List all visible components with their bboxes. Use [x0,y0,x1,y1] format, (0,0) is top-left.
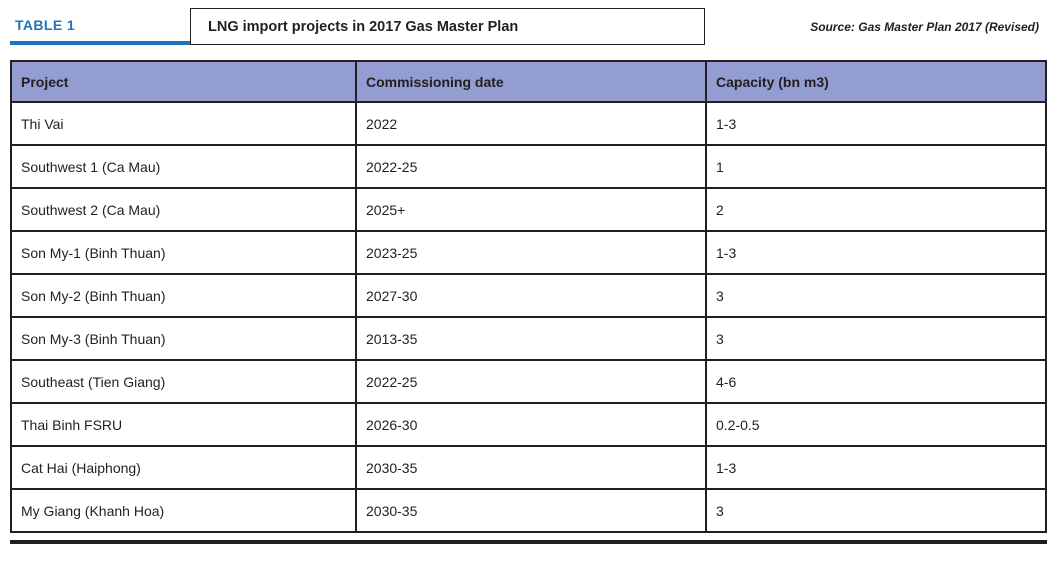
figure-header: TABLE 1 LNG import projects in 2017 Gas … [10,8,1047,45]
table-label: TABLE 1 [10,8,190,45]
table-cell: My Giang (Khanh Hoa) [10,488,357,533]
table-cell: 3 [705,316,1047,361]
column-header-project: Project [10,60,357,103]
column-header-capacity: Capacity (bn m3) [705,60,1047,103]
table-cell: 2022-25 [355,144,707,189]
column-header-commissioning-date: Commissioning date [355,60,707,103]
table-cell: Thi Vai [10,101,357,146]
table-row: Thai Binh FSRU 2026-30 0.2-0.5 [10,402,1047,447]
table-row: Southeast (Tien Giang) 2022-25 4-6 [10,359,1047,404]
table-row: My Giang (Khanh Hoa) 2030-35 3 [10,488,1047,533]
table-cell: Son My-3 (Binh Thuan) [10,316,357,361]
table-cell: 2030-35 [355,488,707,533]
table-cell: 2 [705,187,1047,232]
table-cell: 2022-25 [355,359,707,404]
source-note: Source: Gas Master Plan 2017 (Revised) [810,19,1039,34]
table-cell: Son My-2 (Binh Thuan) [10,273,357,318]
table-row: Son My-2 (Binh Thuan) 2027-30 3 [10,273,1047,318]
table-cell: Southwest 1 (Ca Mau) [10,144,357,189]
table-cell: 2026-30 [355,402,707,447]
table-cell: 1-3 [705,445,1047,490]
table-cell: 2027-30 [355,273,707,318]
table-row: Southwest 1 (Ca Mau) 2022-25 1 [10,144,1047,189]
table-cell: 2022 [355,101,707,146]
table-cell: 1 [705,144,1047,189]
lng-projects-table: Project Commissioning date Capacity (bn … [10,60,1047,533]
table-row: Southwest 2 (Ca Mau) 2025+ 2 [10,187,1047,232]
header-row: Project Commissioning date Capacity (bn … [10,60,1047,103]
table-row: Cat Hai (Haiphong) 2030-35 1-3 [10,445,1047,490]
table-cell: 2013-35 [355,316,707,361]
figure-title: LNG import projects in 2017 Gas Master P… [190,8,705,45]
table-cell: 4-6 [705,359,1047,404]
table-cell: Southeast (Tien Giang) [10,359,357,404]
table-cell: Southwest 2 (Ca Mau) [10,187,357,232]
table-cell: 2025+ [355,187,707,232]
table-row: Thi Vai 2022 1-3 [10,101,1047,146]
table-cell: 2023-25 [355,230,707,275]
table-cell: 3 [705,488,1047,533]
table-cell: Thai Binh FSRU [10,402,357,447]
table-cell: 1-3 [705,230,1047,275]
table-cell: 0.2-0.5 [705,402,1047,447]
table-cell: Cat Hai (Haiphong) [10,445,357,490]
bottom-rule [10,540,1047,544]
table-cell: Son My-1 (Binh Thuan) [10,230,357,275]
table-cell: 1-3 [705,101,1047,146]
table-cell: 2030-35 [355,445,707,490]
table-cell: 3 [705,273,1047,318]
table-row: Son My-1 (Binh Thuan) 2023-25 1-3 [10,230,1047,275]
table-row: Son My-3 (Binh Thuan) 2013-35 3 [10,316,1047,361]
